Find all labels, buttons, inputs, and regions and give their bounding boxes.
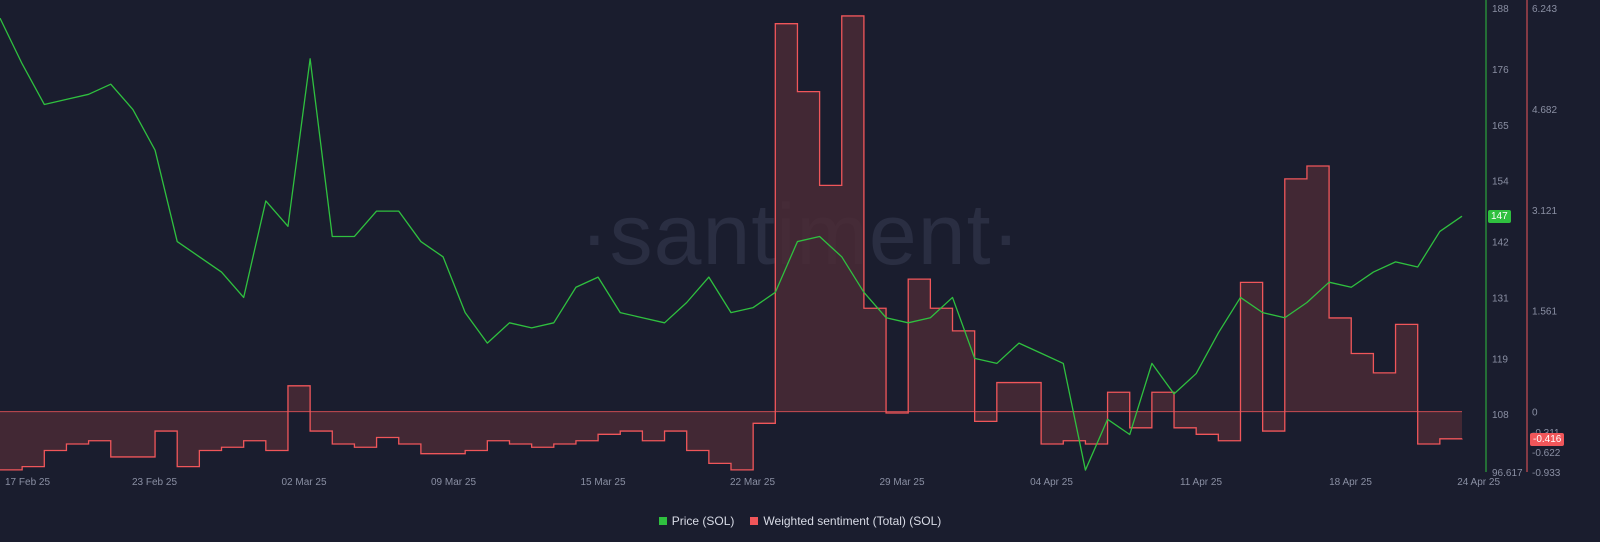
x-tick-label: 02 Mar 25 bbox=[281, 477, 326, 488]
x-tick-label: 18 Apr 25 bbox=[1329, 477, 1372, 488]
sentiment-swatch bbox=[750, 517, 759, 525]
sentiment-tick-label: 6.243 bbox=[1532, 4, 1557, 15]
x-tick-label: 15 Mar 25 bbox=[580, 477, 625, 488]
legend-sentiment-label: Weighted sentiment (Total) (SOL) bbox=[763, 514, 942, 528]
x-tick-label: 24 Apr 25 bbox=[1457, 477, 1500, 488]
price-tick-label: 131 bbox=[1492, 293, 1509, 304]
price-tick-label: 108 bbox=[1492, 410, 1509, 421]
x-tick-label: 29 Mar 25 bbox=[879, 477, 924, 488]
price-swatch bbox=[658, 517, 667, 525]
price-current-badge: 147 bbox=[1488, 210, 1511, 224]
price-tick-label: 119 bbox=[1492, 354, 1508, 365]
x-tick-label: 09 Mar 25 bbox=[431, 477, 476, 488]
plot-layer bbox=[0, 15, 1463, 471]
price-series-line bbox=[0, 17, 1463, 471]
legend-item-price[interactable]: Price (SOL) bbox=[658, 514, 735, 528]
chart-legend: Price (SOL) Weighted sentiment (Total) (… bbox=[0, 511, 1600, 531]
x-tick-label: 04 Apr 25 bbox=[1030, 477, 1073, 488]
sentiment-tick-label: -0.622 bbox=[1532, 448, 1561, 459]
x-tick-label: 11 Apr 25 bbox=[1180, 477, 1223, 488]
sentiment-series-line bbox=[0, 15, 1463, 471]
x-tick-label: 23 Feb 25 bbox=[132, 477, 177, 488]
sentiment-tick-label: -0.933 bbox=[1532, 468, 1561, 479]
price-tick-label: 142 bbox=[1492, 238, 1509, 249]
legend-item-sentiment[interactable]: Weighted sentiment (Total) (SOL) bbox=[750, 514, 941, 528]
price-tick-label: 154 bbox=[1492, 177, 1509, 188]
x-tick-label: 17 Feb 25 bbox=[5, 477, 50, 488]
price-tick-label: 188 bbox=[1492, 4, 1509, 15]
sentiment-area bbox=[0, 15, 1462, 470]
price-tick-label: 165 bbox=[1492, 121, 1509, 132]
sentiment-current-badge: -0.416 bbox=[1530, 432, 1565, 446]
sentiment-tick-label: 4.682 bbox=[1532, 105, 1557, 116]
sentiment-tick-label: 1.561 bbox=[1532, 307, 1557, 318]
x-tick-label: 22 Mar 25 bbox=[730, 477, 775, 488]
price-tick-label: 96.617 bbox=[1492, 468, 1523, 479]
sentiment-tick-label: 0 bbox=[1532, 408, 1538, 419]
legend-price-label: Price (SOL) bbox=[671, 514, 735, 528]
price-tick-label: 176 bbox=[1492, 65, 1509, 76]
sentiment-tick-label: 3.121 bbox=[1532, 206, 1557, 217]
